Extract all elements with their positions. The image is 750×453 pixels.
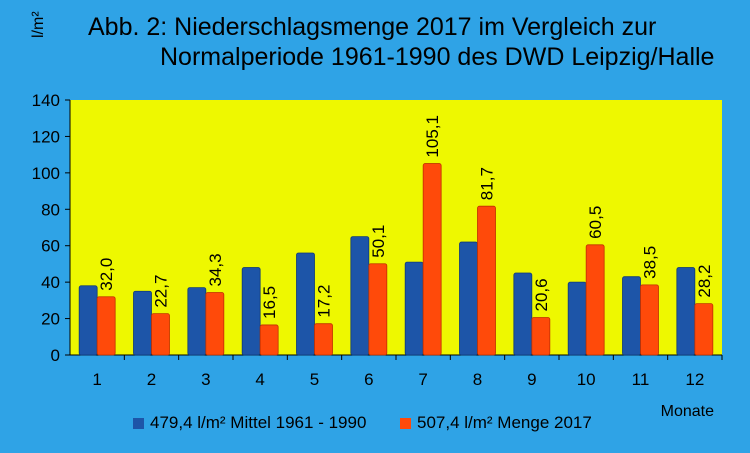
x-tick-label: 3 (201, 370, 210, 389)
data-label-series-2: 28,2 (695, 265, 714, 298)
data-label-series-2: 32,0 (97, 258, 116, 291)
legend-label-series-1: 479,4 l/m² Mittel 1961 - 1990 (150, 413, 367, 432)
bar-series-1 (622, 276, 641, 356)
legend-swatch-series-2 (400, 417, 411, 429)
legend-swatch-series-1 (133, 417, 144, 429)
y-tick-label: 80 (41, 200, 60, 219)
legend-item-series-2: 507,4 l/m² Menge 2017 (400, 413, 592, 433)
bar-series-1 (459, 241, 478, 356)
y-tick-label: 140 (32, 91, 60, 110)
data-label-series-2: 105,1 (423, 115, 442, 158)
bar-series-1 (567, 281, 587, 356)
y-tick-label: 0 (51, 346, 60, 365)
bar-series-1 (78, 285, 98, 356)
y-tick-label: 120 (32, 127, 60, 146)
data-label-series-2: 16,5 (260, 286, 279, 319)
bar-series-2 (314, 323, 333, 356)
legend-label-series-2: 507,4 l/m² Menge 2017 (417, 413, 592, 432)
data-label-series-2: 50,1 (369, 225, 388, 258)
bar-series-1 (513, 272, 533, 356)
x-tick-label: 2 (147, 370, 156, 389)
bar-series-2 (368, 263, 388, 356)
x-tick-label: 5 (310, 370, 319, 389)
data-label-series-2: 20,6 (532, 278, 551, 311)
bar-series-1 (241, 267, 261, 356)
bar-series-2 (205, 292, 225, 356)
data-label-series-2: 60,5 (586, 206, 605, 239)
bar-series-1 (296, 252, 315, 356)
x-tick-label: 10 (577, 370, 596, 389)
bar-series-2 (151, 313, 170, 356)
x-tick-label: 6 (364, 370, 373, 389)
bar-series-2 (640, 284, 659, 356)
legend: 479,4 l/m² Mittel 1961 - 1990 507,4 l/m²… (0, 413, 750, 439)
x-tick-label: 8 (473, 370, 482, 389)
x-tick-label: 11 (632, 370, 650, 389)
data-label-series-2: 34,3 (206, 253, 225, 286)
bar-series-1 (404, 261, 424, 356)
legend-item-series-1: 479,4 l/m² Mittel 1961 - 1990 (133, 413, 366, 433)
x-axis-label: Monate (661, 403, 714, 420)
y-tick-label: 20 (41, 310, 60, 329)
x-tick-label: 7 (418, 370, 427, 389)
bar-series-2 (96, 296, 116, 356)
data-label-series-2: 22,7 (152, 275, 171, 308)
chart-title-line-1: Abb. 2: Niederschlagsmenge 2017 im Vergl… (88, 13, 657, 41)
bar-series-2 (259, 324, 279, 356)
plot-area (70, 100, 722, 355)
x-tick-label: 9 (527, 370, 536, 389)
bar-series-2 (694, 303, 714, 356)
data-label-series-2: 38,5 (641, 246, 660, 279)
x-tick-label: 12 (685, 370, 704, 389)
bar-series-1 (350, 236, 370, 356)
x-tick-label: 4 (255, 370, 264, 389)
data-label-series-2: 81,7 (478, 167, 497, 200)
chart-title-line-2: Normalperiode 1961-1990 des DWD Leipzig/… (160, 43, 715, 71)
bar-series-1 (676, 267, 696, 356)
x-tick-label: 1 (92, 370, 101, 389)
data-label-series-2: 17,2 (315, 285, 334, 318)
bar-series-2 (477, 205, 496, 356)
bar-series-2 (422, 163, 442, 356)
y-tick-label: 60 (41, 237, 60, 256)
y-tick-label: 100 (32, 164, 60, 183)
bar-series-2 (585, 244, 605, 356)
bar-series-1 (133, 290, 152, 356)
bar-series-1 (187, 287, 207, 356)
bar-series-2 (531, 317, 551, 356)
y-tick-label: 40 (41, 273, 60, 292)
